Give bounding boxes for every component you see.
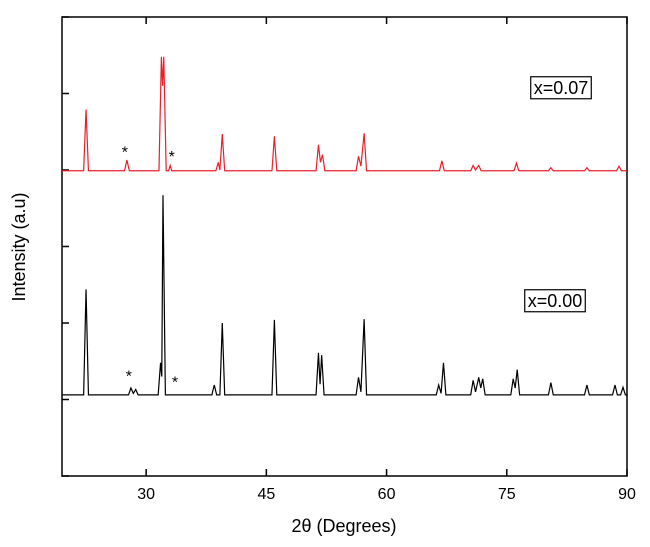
x-tick-label: 90 <box>618 486 636 503</box>
series-label-box <box>524 289 586 313</box>
series-line <box>62 195 627 396</box>
series-label: x=0.07 <box>534 78 589 98</box>
series-label: x=0.00 <box>528 291 583 311</box>
x-tick-label: 60 <box>378 486 396 503</box>
x-tick-label: 75 <box>498 486 516 503</box>
annotation: * <box>126 368 132 385</box>
annotation: * <box>122 144 128 161</box>
series-line <box>62 56 627 172</box>
x-tick-label: 30 <box>137 486 155 503</box>
y-axis-label: Intensity (a.u) <box>9 192 29 301</box>
x-axis-label: 2θ (Degrees) <box>291 516 396 536</box>
annotation: * <box>172 375 178 392</box>
series-label-box <box>530 76 592 100</box>
annotation: * <box>169 149 175 166</box>
x-tick-label: 45 <box>257 486 275 503</box>
